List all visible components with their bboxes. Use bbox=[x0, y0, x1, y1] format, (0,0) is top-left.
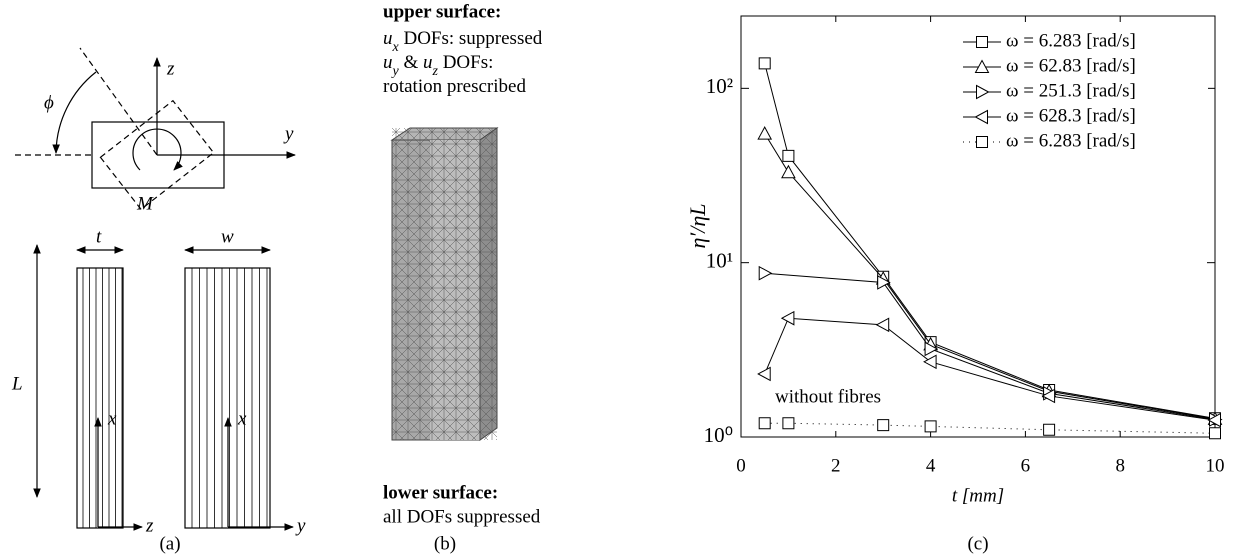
legend-marker bbox=[977, 37, 988, 48]
marker bbox=[783, 150, 794, 161]
x-tick-label: 8 bbox=[1115, 455, 1125, 476]
marker bbox=[782, 166, 795, 178]
page: { "panel_a": { "labels": {"phi": "ϕ", "z… bbox=[0, 0, 1237, 559]
panel-a: ϕ z y M t w L x z x y (a) bbox=[11, 48, 306, 554]
figure: ϕ z y M t w L x z x y (a) upper surface:… bbox=[0, 0, 1237, 559]
x-tick-label: 2 bbox=[831, 455, 841, 476]
marker bbox=[759, 58, 770, 69]
strip bbox=[77, 268, 123, 528]
x-tick-label: 10 bbox=[1206, 455, 1225, 476]
heading: lower surface: bbox=[383, 482, 498, 503]
text-line: rotation prescribed bbox=[383, 76, 526, 97]
label: y bbox=[295, 515, 306, 536]
marker bbox=[877, 318, 889, 331]
panel-c: t [mm] η′/ηL (c) without fibres 0 2 4 6 8 10 1… bbox=[685, 16, 1224, 554]
legend-label: ω = 6.283 [rad/s] bbox=[1006, 30, 1136, 51]
annotation: without fibres bbox=[775, 386, 881, 407]
label: z bbox=[166, 58, 175, 79]
label: w bbox=[221, 226, 234, 247]
marker bbox=[758, 367, 770, 380]
series-line bbox=[765, 423, 1215, 433]
marker bbox=[759, 418, 770, 429]
label: y bbox=[283, 123, 294, 144]
marker bbox=[1210, 428, 1221, 439]
text-segment: DOFs: bbox=[438, 52, 493, 73]
text-segment: u bbox=[423, 52, 433, 73]
fibre-strips bbox=[77, 268, 270, 528]
x-axis-label: t [mm] bbox=[952, 485, 1004, 506]
text-line: ux DOFs: suppressed bbox=[383, 28, 543, 54]
x-tick-label: 6 bbox=[1021, 455, 1031, 476]
legend-label: ω = 62.83 [rad/s] bbox=[1006, 55, 1136, 76]
label: ϕ bbox=[44, 92, 54, 113]
marker bbox=[878, 420, 889, 431]
marker bbox=[924, 355, 936, 368]
text-line: uy & uz DOFs: bbox=[383, 52, 493, 78]
text-segment: DOFs: suppressed bbox=[399, 28, 543, 49]
x-tick-label: 0 bbox=[736, 455, 746, 476]
y-tick-label: 10⁰ bbox=[704, 423, 733, 447]
marker bbox=[925, 421, 936, 432]
text-segment: u bbox=[383, 28, 393, 49]
caption: (a) bbox=[159, 533, 180, 554]
caption: (c) bbox=[967, 533, 988, 554]
marker bbox=[1044, 424, 1055, 435]
heading: upper surface: bbox=[383, 1, 501, 22]
caption: (b) bbox=[434, 533, 456, 554]
text-line: all DOFs suppressed bbox=[383, 506, 541, 527]
label: t bbox=[96, 226, 102, 247]
legend-label: ω = 628.3 [rad/s] bbox=[1006, 105, 1136, 126]
marker bbox=[758, 127, 771, 139]
label: x bbox=[107, 408, 117, 429]
label: L bbox=[11, 373, 23, 394]
text-segment: u bbox=[383, 52, 393, 73]
text-segment: & bbox=[399, 52, 423, 73]
y-tick-label: 10² bbox=[706, 74, 733, 98]
marker bbox=[783, 418, 794, 429]
series-line bbox=[765, 134, 1215, 419]
marker bbox=[782, 312, 794, 325]
y-tick-label: 10¹ bbox=[706, 248, 733, 272]
legend-label: ω = 251.3 [rad/s] bbox=[1006, 80, 1136, 101]
label: x bbox=[237, 408, 247, 429]
legend-label: ω = 6.283 [rad/s] bbox=[1006, 130, 1136, 151]
text-segment: rotation prescribed bbox=[383, 76, 526, 97]
label: z bbox=[145, 515, 154, 536]
mesh bbox=[392, 128, 497, 440]
label: M bbox=[136, 193, 154, 214]
y-axis-label: η′/ηL bbox=[685, 204, 710, 249]
phi-arc bbox=[56, 72, 96, 153]
x-tick-label: 4 bbox=[926, 455, 936, 476]
marker bbox=[759, 267, 771, 280]
legend-marker bbox=[977, 137, 988, 148]
